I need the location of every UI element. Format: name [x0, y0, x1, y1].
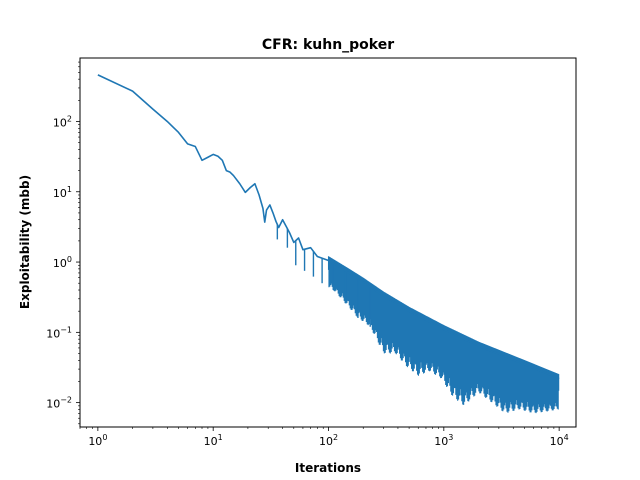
chart-title: CFR: kuhn_poker: [262, 37, 394, 53]
y-axis-label: Exploitability (mbb): [18, 175, 32, 309]
x-tick-base: 10: [319, 435, 333, 448]
series-oscillation-band: [327, 256, 560, 414]
y-tick-exponent: 1: [67, 185, 72, 194]
y-tick-label: 10−1: [46, 325, 72, 340]
series-line: [97, 74, 560, 380]
y-tick-exponent: 2: [67, 114, 72, 123]
x-tick-exponent: 0: [102, 433, 107, 442]
x-axis-label: Iterations: [295, 461, 361, 475]
x-tick-exponent: 4: [564, 433, 569, 442]
x-tick-label: 101: [204, 433, 223, 448]
y-tick-label: 100: [53, 255, 72, 270]
y-tick-base: 10: [53, 116, 67, 129]
y-tick-base: 10: [46, 327, 60, 340]
y-tick-base: 10: [53, 257, 67, 270]
y-tick-exponent: −2: [60, 396, 72, 405]
y-tick-label: 10−2: [46, 396, 72, 411]
x-tick-exponent: 3: [448, 433, 453, 442]
x-tick-base: 10: [550, 435, 564, 448]
y-tick-exponent: −1: [60, 325, 72, 334]
y-tick-base: 10: [46, 398, 60, 411]
y-tick-label: 101: [53, 185, 72, 200]
x-tick-label: 103: [434, 433, 453, 448]
x-tick-label: 104: [550, 433, 569, 448]
y-tick-base: 10: [53, 187, 67, 200]
x-tick-base: 10: [434, 435, 448, 448]
x-tick-base: 10: [88, 435, 102, 448]
x-tick-base: 10: [204, 435, 218, 448]
x-tick-exponent: 1: [218, 433, 223, 442]
x-tick-exponent: 2: [333, 433, 338, 442]
plot-area-frame: [79, 57, 577, 428]
x-tick-label: 102: [319, 433, 338, 448]
y-tick-label: 102: [53, 114, 72, 129]
x-tick-label: 100: [88, 433, 107, 448]
y-tick-exponent: 0: [67, 255, 72, 264]
series-layer: [97, 74, 560, 414]
